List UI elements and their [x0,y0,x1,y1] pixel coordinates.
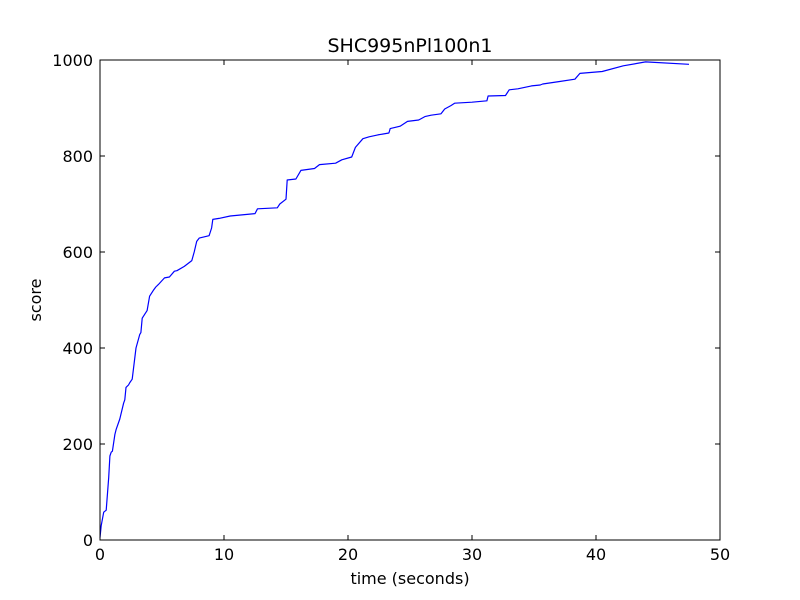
chart-title: SHC995nPl100n1 [327,35,492,57]
x-tick-label: 30 [462,545,482,564]
x-tick-label: 50 [710,545,730,564]
series-layer [99,61,690,538]
axis-tick-labels: 0 10 20 30 40 50 0 200 400 600 800 1000 [52,51,730,564]
axis-ticks [99,59,721,541]
x-tick-label: 10 [214,545,234,564]
x-tick-label: 20 [338,545,358,564]
x-tick-label: 40 [586,545,606,564]
y-tick-label: 200 [62,435,93,454]
series-line [99,61,690,538]
x-axis-label: time (seconds) [350,569,469,588]
plot-frame [99,59,721,541]
x-tick-label: 0 [95,545,105,564]
y-tick-label: 400 [62,339,93,358]
y-tick-label: 600 [62,243,93,262]
y-axis-label: score [26,279,45,322]
y-tick-label: 1000 [52,51,93,70]
y-tick-label: 800 [62,147,93,166]
y-tick-label: 0 [83,531,93,550]
